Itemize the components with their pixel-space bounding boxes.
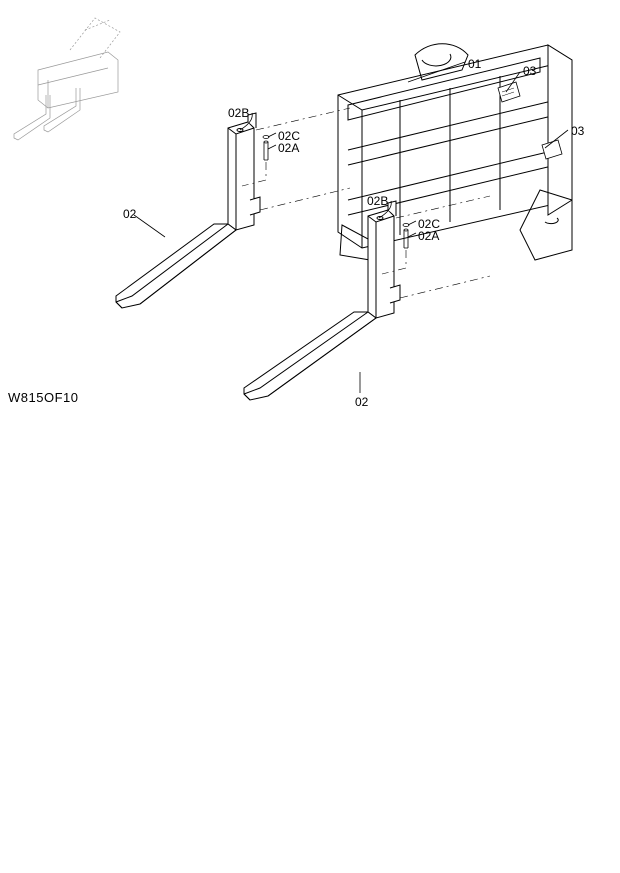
- callout-02a: 02A: [418, 229, 439, 243]
- pin-set-right: [403, 224, 409, 249]
- leader-lines: [134, 62, 568, 393]
- callout-02b: 02B: [367, 194, 388, 208]
- fork-right: [244, 201, 400, 400]
- callout-02: 02: [123, 207, 136, 221]
- callout-03: 03: [571, 124, 584, 138]
- callout-03: 03: [523, 64, 536, 78]
- diagram-part-code: W815OF10: [8, 390, 78, 405]
- fork-left: [116, 113, 260, 308]
- callout-02b: 02B: [228, 106, 249, 120]
- callout-02a: 02A: [278, 141, 299, 155]
- thumbnail-sketch: [14, 18, 120, 140]
- callout-02: 02: [355, 395, 368, 409]
- parts-diagram-svg: [0, 0, 620, 873]
- label-plate-1: [498, 82, 520, 102]
- callout-01: 01: [468, 57, 481, 71]
- pin-set-left: [263, 136, 269, 161]
